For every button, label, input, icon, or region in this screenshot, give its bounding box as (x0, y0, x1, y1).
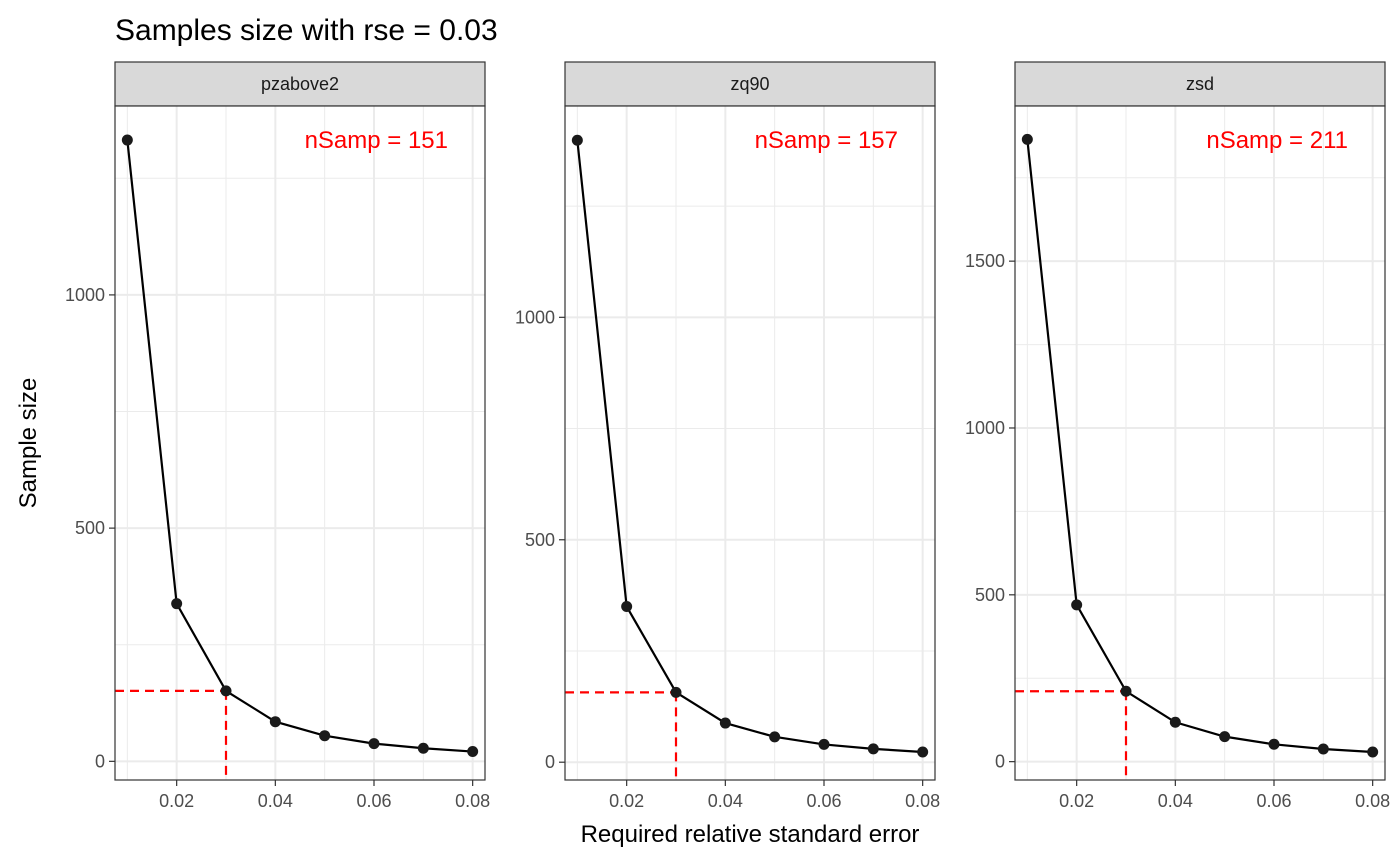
x-tick-label: 0.08 (905, 791, 940, 811)
data-point (1268, 738, 1280, 750)
facet-strip-label: zsd (1186, 74, 1214, 94)
x-tick-label: 0.02 (1059, 791, 1094, 811)
data-point (417, 742, 429, 754)
plot-background (1015, 106, 1385, 780)
chart-title: Samples size with rse = 0.03 (115, 14, 498, 47)
plot-background (565, 106, 935, 780)
annotation-nsamp: nSamp = 157 (755, 127, 898, 154)
y-tick-label: 0 (995, 752, 1005, 772)
y-tick-label: 500 (525, 530, 555, 550)
data-point (1219, 731, 1231, 743)
x-tick-label: 0.04 (1158, 791, 1193, 811)
y-tick-label: 1000 (515, 307, 555, 327)
x-tick-label: 0.04 (708, 791, 743, 811)
x-tick-label: 0.02 (609, 791, 644, 811)
y-tick-label: 0 (95, 751, 105, 771)
y-tick-label: 500 (75, 518, 105, 538)
y-tick-label: 1000 (965, 418, 1005, 438)
data-point (467, 746, 479, 758)
panel-border (114, 105, 486, 781)
x-tick-label: 0.08 (1355, 791, 1390, 811)
data-point (769, 731, 781, 743)
series-line (126, 139, 473, 753)
data-point (621, 600, 633, 612)
data-point (818, 738, 830, 750)
y-tick-label: 500 (975, 585, 1005, 605)
y-tick-label: 1500 (965, 251, 1005, 271)
x-tick-label: 0.04 (258, 791, 293, 811)
panel-zq90: zq90 nSamp = 157 0 500 1000 0.02 0.04 0.06 0.08 (515, 61, 940, 811)
facet-strip-label: zq90 (730, 74, 769, 94)
data-point (1169, 716, 1181, 728)
data-point (719, 717, 731, 729)
panel-pzabove2: pzabove2 nSamp = 151 0 500 1000 0.02 0.04 0.06 0… (65, 61, 490, 811)
panel-border (1014, 105, 1386, 781)
data-point (1071, 599, 1083, 611)
series-line (576, 140, 923, 754)
data-point (571, 134, 583, 146)
data-point (171, 598, 183, 610)
y-tick-label: 0 (545, 752, 555, 772)
x-axis-title: Required relative standard error (581, 821, 920, 848)
panel-zsd: zsd nSamp = 211 0 500 1000 1500 0.02 0.04 0.06 0.… (965, 61, 1390, 811)
x-tick-label: 0.08 (455, 791, 490, 811)
series-line (1026, 139, 1373, 754)
data-point (121, 134, 133, 146)
data-point (1120, 685, 1132, 697)
facet-strip (114, 61, 486, 107)
x-tick-label: 0.02 (159, 791, 194, 811)
data-point (1317, 743, 1329, 755)
data-point (1367, 746, 1379, 758)
data-point (368, 738, 380, 750)
facet-strip (564, 61, 936, 107)
plot-background (115, 106, 485, 780)
annotation-nsamp: nSamp = 211 (1206, 127, 1348, 154)
data-point (269, 716, 281, 728)
data-point (670, 686, 682, 698)
x-tick-label: 0.06 (356, 791, 391, 811)
data-point (319, 730, 331, 742)
data-point (867, 743, 879, 755)
facet-panels: pzabove2 nSamp = 151 0 500 1000 0.02 0.04 0.06 0… (65, 61, 1390, 811)
annotation-nsamp: nSamp = 151 (305, 127, 448, 154)
data-point (1021, 133, 1033, 145)
facet-strip-label: pzabove2 (261, 74, 339, 94)
x-tick-label: 0.06 (806, 791, 841, 811)
x-tick-label: 0.06 (1256, 791, 1291, 811)
y-tick-label: 1000 (65, 285, 105, 305)
data-point (917, 746, 929, 758)
data-point (220, 685, 232, 697)
facet-strip (1014, 61, 1386, 107)
panel-border (564, 105, 936, 781)
y-axis-title: Sample size (15, 378, 42, 509)
